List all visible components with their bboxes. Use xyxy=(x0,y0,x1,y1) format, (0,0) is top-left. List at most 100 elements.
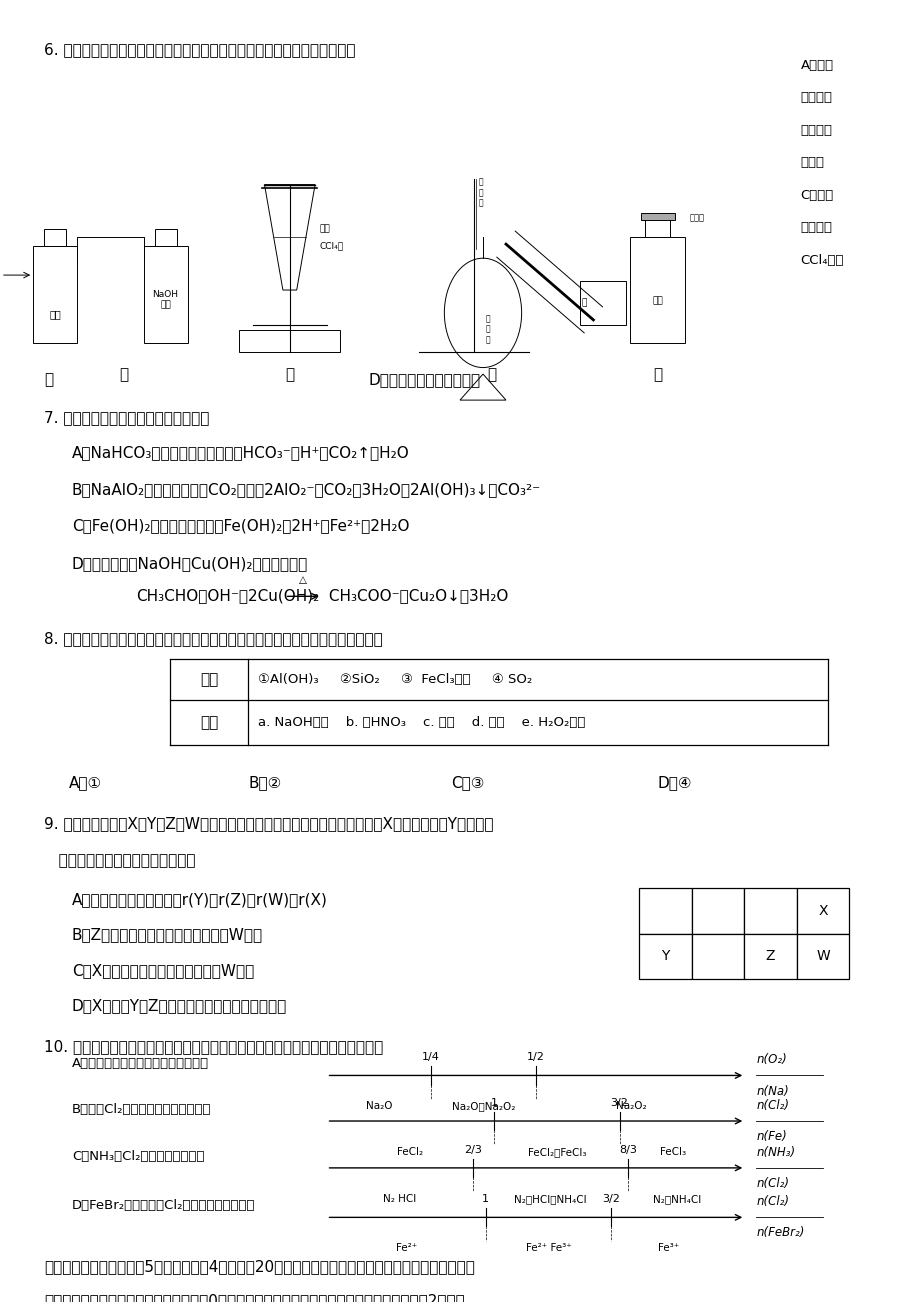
Text: CH₃CHO＋OH⁻＋2Cu(OH)₂: CH₃CHO＋OH⁻＋2Cu(OH)₂ xyxy=(136,589,319,604)
Text: 8. 常温下，甲组中的某种物质能与乙组中的所有物质发生反应，甲组中的该物质是: 8. 常温下，甲组中的某种物质能与乙组中的所有物质发生反应，甲组中的该物质是 xyxy=(44,631,382,647)
Polygon shape xyxy=(265,185,314,290)
Text: D．FeBr₂溶液中通入Cl₂，铁元素存在形式：: D．FeBr₂溶液中通入Cl₂，铁元素存在形式： xyxy=(72,1199,255,1212)
Text: 废液中的: 废液中的 xyxy=(800,124,832,137)
Bar xyxy=(645,216,669,237)
Text: CCl₄和液: CCl₄和液 xyxy=(800,254,843,267)
Text: B．Z的最高价氧化物的水化物酸性比W的强: B．Z的最高价氧化物的水化物酸性比W的强 xyxy=(72,927,263,943)
Text: Na₂O＆Na₂O₂: Na₂O＆Na₂O₂ xyxy=(451,1101,515,1112)
Text: W: W xyxy=(815,949,829,963)
Text: 10. 建构数学模型来研究化学问题，既直观又简洁。下列建构的数轴模型正确的是: 10. 建构数学模型来研究化学问题，既直观又简洁。下列建构的数轴模型正确的是 xyxy=(44,1039,383,1055)
Text: 价代数和为零，下列说法正确的是: 价代数和为零，下列说法正确的是 xyxy=(44,853,196,868)
Text: n(Cl₂): n(Cl₂) xyxy=(755,1195,789,1208)
Text: 3/2: 3/2 xyxy=(610,1098,628,1108)
Text: 丁: 丁 xyxy=(652,367,662,383)
Text: a. NaOH溶液    b. 浓HNO₃    c. 氨水    d. 氯水    e. H₂O₂溶液: a. NaOH溶液 b. 浓HNO₃ c. 氨水 d. 氯水 e. H₂O₂溶液 xyxy=(257,716,584,729)
Text: 乙组: 乙组 xyxy=(200,715,218,730)
Text: 温
度
计: 温 度 计 xyxy=(478,177,482,207)
Text: B．②: B．② xyxy=(248,775,281,790)
Text: CH₃COO⁻＋Cu₂O↓＋3H₂O: CH₃COO⁻＋Cu₂O↓＋3H₂O xyxy=(324,589,508,604)
Text: n(Cl₂): n(Cl₂) xyxy=(755,1177,789,1190)
Text: 1/2: 1/2 xyxy=(527,1052,544,1062)
Bar xyxy=(743,934,796,979)
Text: D．乙醛与含有NaOH的Cu(OH)₂悬浊液共热：: D．乙醛与含有NaOH的Cu(OH)₂悬浊液共热： xyxy=(72,556,308,572)
Text: 溴化氢: 溴化氢 xyxy=(800,156,823,169)
Text: 1: 1 xyxy=(490,1098,497,1108)
Bar xyxy=(579,281,625,326)
Text: Z: Z xyxy=(765,949,775,963)
Bar xyxy=(630,237,685,342)
Text: 置丙分离: 置丙分离 xyxy=(800,221,832,234)
Text: N₂＆HCl＆NH₄Cl: N₂＆HCl＆NH₄Cl xyxy=(514,1194,586,1204)
Text: C．Fe(OH)₂溶于足量稀硝酸：Fe(OH)₂＋2H⁺＝Fe²⁺＋2H₂O: C．Fe(OH)₂溶于足量稀硝酸：Fe(OH)₂＋2H⁺＝Fe²⁺＋2H₂O xyxy=(72,518,409,534)
Bar xyxy=(33,246,77,342)
Text: 水: 水 xyxy=(581,298,586,307)
Text: Na₂O₂: Na₂O₂ xyxy=(616,1101,646,1112)
Text: C．③: C．③ xyxy=(450,775,483,790)
Text: A．原子半径的大小顺序：r(Y)＞r(Z)＞r(W)＞r(X): A．原子半径的大小顺序：r(Y)＞r(Z)＞r(W)＞r(X) xyxy=(72,892,327,907)
Bar xyxy=(743,888,796,934)
Text: 8/3: 8/3 xyxy=(618,1144,636,1155)
Text: FeCl₂＆FeCl₃: FeCl₂＆FeCl₃ xyxy=(527,1147,585,1157)
Text: Na₂O: Na₂O xyxy=(365,1101,391,1112)
Text: 液溴: 液溴 xyxy=(652,296,663,305)
Text: C．NH₃与Cl₂反应，反应产物：: C．NH₃与Cl₂反应，反应产物： xyxy=(72,1150,204,1163)
Text: 橡皮塞: 橡皮塞 xyxy=(689,214,704,223)
Text: 甲组: 甲组 xyxy=(200,672,218,687)
Bar xyxy=(239,331,340,352)
Bar xyxy=(154,229,176,246)
Text: D．X分别与Y、Z形成的化合物中化学键类型相同: D．X分别与Y、Z形成的化合物中化学键类型相同 xyxy=(72,999,287,1014)
Text: 萃
取
液: 萃 取 液 xyxy=(484,314,490,344)
Text: 2/3: 2/3 xyxy=(464,1144,482,1155)
Bar xyxy=(143,246,187,342)
Bar xyxy=(641,212,675,220)
Text: Y: Y xyxy=(661,949,669,963)
Bar xyxy=(44,229,66,246)
Bar xyxy=(639,888,691,934)
Text: A．钠在氧气中燃烧，钠的氧化产物：: A．钠在氧气中燃烧，钠的氧化产物： xyxy=(72,1057,209,1070)
Text: 6. 实验室从含溴化氢的废液中提取溴单质，下列说法中能达到实验目的的是: 6. 实验室从含溴化氢的废液中提取溴单质，下列说法中能达到实验目的的是 xyxy=(44,42,356,57)
Text: 7. 下列指定反应的离子方程式正确的是: 7. 下列指定反应的离子方程式正确的是 xyxy=(44,410,210,426)
Text: 甲: 甲 xyxy=(119,367,129,383)
Text: 9. 短周期主族元素X、Y、Z、W在元素周期表中的相对位置如下图所示。已知X的最低负价与Y的最高正: 9. 短周期主族元素X、Y、Z、W在元素周期表中的相对位置如下图所示。已知X的最… xyxy=(44,816,494,832)
Text: Fe²⁺: Fe²⁺ xyxy=(395,1243,416,1254)
Text: 1/4: 1/4 xyxy=(422,1052,439,1062)
Text: B．NaAlO₂溶液中通入过量CO₂气体：2AlO₂⁻＋CO₂＋3H₂O＝2Al(OH)₃↓＋CO₃²⁻: B．NaAlO₂溶液中通入过量CO₂气体：2AlO₂⁻＋CO₂＋3H₂O＝2Al… xyxy=(72,482,540,497)
Text: n(FeBr₂): n(FeBr₂) xyxy=(755,1226,804,1240)
Text: 废液: 废液 xyxy=(50,309,61,319)
Text: 答案只包括一个选项，多选时，该小题得0分；若正确答案包括两个选项，只选一个且正确的得2分，选: 答案只包括一个选项，多选时，该小题得0分；若正确答案包括两个选项，只选一个且正确… xyxy=(44,1293,464,1302)
Text: 1: 1 xyxy=(482,1194,489,1204)
Circle shape xyxy=(444,258,521,367)
Text: 不定项选择题：本题包括5小题，每小题4分，共计20分。每小题只有一个或两个选项符合题意。若正确: 不定项选择题：本题包括5小题，每小题4分，共计20分。每小题只有一个或两个选项符… xyxy=(44,1259,474,1275)
Text: A．①: A．① xyxy=(69,775,102,790)
Text: D．④: D．④ xyxy=(657,775,691,790)
Text: A．用装: A．用装 xyxy=(800,59,833,72)
Bar xyxy=(691,934,743,979)
Text: 3/2: 3/2 xyxy=(602,1194,619,1204)
Bar xyxy=(639,934,691,979)
Text: FeCl₃: FeCl₃ xyxy=(660,1147,686,1157)
Bar xyxy=(796,934,848,979)
Bar xyxy=(691,888,743,934)
Text: D．用仪器丁长期贮存液溴: D．用仪器丁长期贮存液溴 xyxy=(368,372,480,388)
Text: X: X xyxy=(817,904,827,918)
Text: n(Na): n(Na) xyxy=(755,1085,789,1098)
Text: 溴: 溴 xyxy=(44,372,53,388)
Text: FeCl₂: FeCl₂ xyxy=(397,1147,423,1157)
Text: A．NaHCO₃溶液中加入醋酸溶液：HCO₃⁻＋H⁺＝CO₂↑＋H₂O: A．NaHCO₃溶液中加入醋酸溶液：HCO₃⁻＋H⁺＝CO₂↑＋H₂O xyxy=(72,445,409,461)
Text: 丙: 丙 xyxy=(487,367,496,383)
Text: CCl₄层: CCl₄层 xyxy=(320,242,344,250)
Text: ①Al(OH)₃     ②SiO₂     ③  FeCl₃溶液     ④ SO₂: ①Al(OH)₃ ②SiO₂ ③ FeCl₃溶液 ④ SO₂ xyxy=(257,673,531,686)
Text: Fe³⁺: Fe³⁺ xyxy=(658,1243,679,1254)
Polygon shape xyxy=(460,374,505,400)
Text: NaOH
溶液: NaOH 溶液 xyxy=(153,289,178,309)
Text: 乙: 乙 xyxy=(285,367,294,383)
Bar xyxy=(796,888,848,934)
Text: Fe²⁺ Fe³⁺: Fe²⁺ Fe³⁺ xyxy=(525,1243,571,1254)
Text: n(NH₃): n(NH₃) xyxy=(755,1146,795,1159)
Text: 水层: 水层 xyxy=(320,224,330,233)
Text: n(Cl₂): n(Cl₂) xyxy=(755,1099,789,1112)
Text: n(Fe): n(Fe) xyxy=(755,1130,786,1143)
Text: C．用装: C．用装 xyxy=(800,189,833,202)
Text: 置甲氧化: 置甲氧化 xyxy=(800,91,832,104)
Text: △: △ xyxy=(299,574,307,585)
